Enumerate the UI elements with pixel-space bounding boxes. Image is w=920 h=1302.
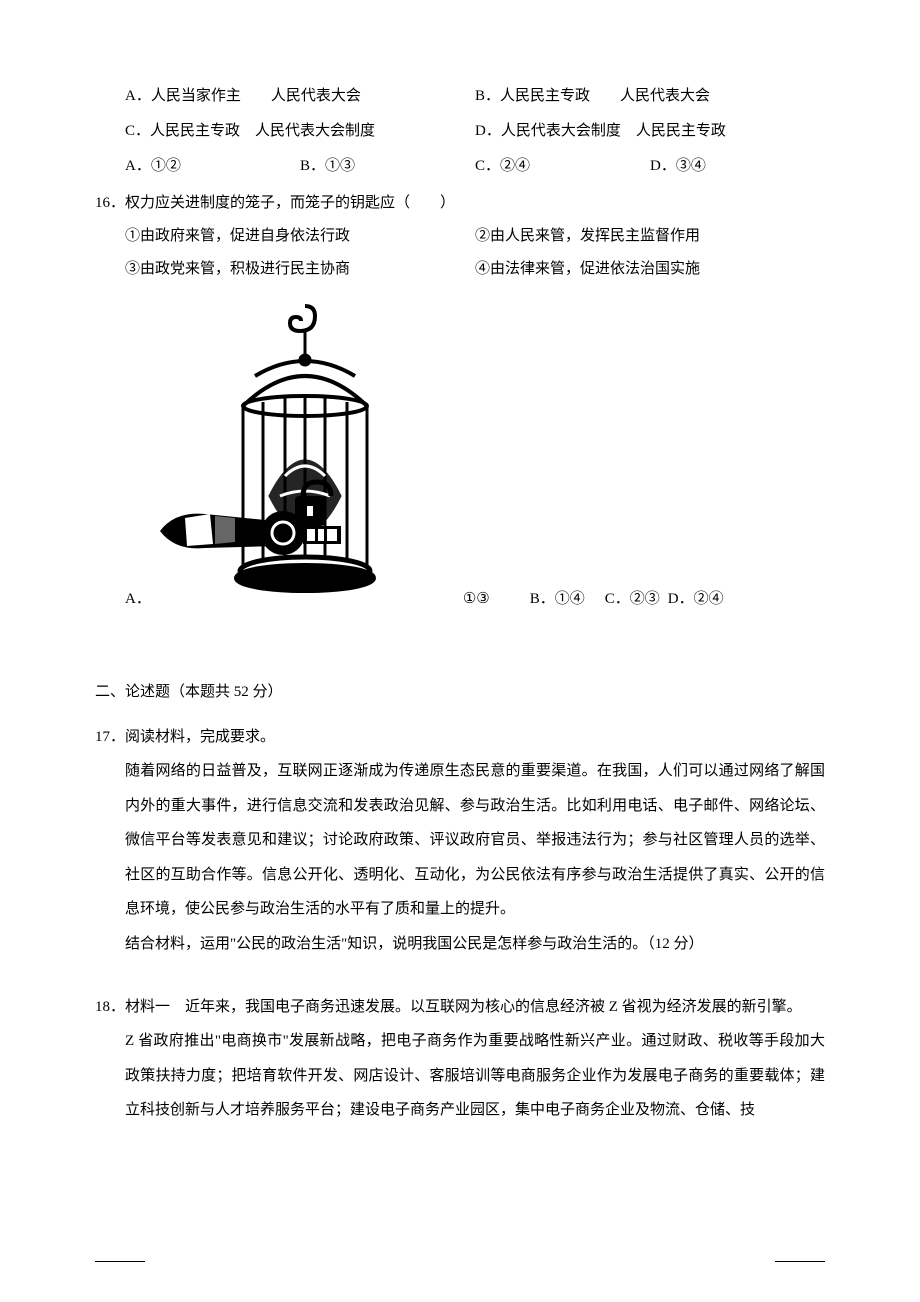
q15-options-text: A．人民当家作主 人民代表大会 B．人民民主专政 人民代表大会 C．人民民主专政… bbox=[125, 80, 825, 183]
question-17: 17．阅读材料，完成要求。 随着网络的日益普及，互联网正逐渐成为传递原生态民意的… bbox=[95, 721, 825, 961]
question-16: 16．权力应关进制度的笼子，而笼子的钥匙应（ ） ①由政府来管，促进自身依法行政… bbox=[95, 187, 825, 616]
option-b2: B．①③ bbox=[300, 150, 475, 183]
q18-body: Z 省政府推出"电商换市"发展新战略，把电子商务作为重要战略性新兴产业。通过财政… bbox=[125, 1024, 825, 1128]
q16-opt-a-prefix: A． bbox=[125, 583, 151, 616]
q16-image-row: A． bbox=[125, 296, 825, 616]
birdcage-illustration bbox=[155, 296, 455, 616]
q16-opt-d: D．②④ bbox=[668, 583, 724, 616]
footer-rule-right bbox=[775, 1261, 825, 1262]
q16-opt-a-suffix: ①③ bbox=[463, 583, 490, 616]
option-c2: C．②④ bbox=[475, 150, 650, 183]
option-b: B．人民民主专政 人民代表大会 bbox=[475, 80, 825, 113]
question-15-fragment: A．人民当家作主 人民代表大会 B．人民民主专政 人民代表大会 C．人民民主专政… bbox=[95, 80, 825, 183]
q16-opt-b: B．①④ bbox=[530, 583, 585, 616]
footer-rule-left bbox=[95, 1261, 145, 1262]
q16-sub2: ②由人民来管，发挥民主监督作用 bbox=[475, 220, 825, 253]
option-a: A．人民当家作主 人民代表大会 bbox=[125, 80, 475, 113]
option-c: C．人民民主专政 人民代表大会制度 bbox=[125, 115, 475, 148]
q16-sub3: ③由政党来管，积极进行民主协商 bbox=[125, 253, 475, 286]
q16-stem: 16．权力应关进制度的笼子，而笼子的钥匙应（ ） bbox=[95, 187, 825, 220]
q18-stem: 18．材料一 近年来，我国电子商务迅速发展。以互联网为核心的信息经济被 Z 省视… bbox=[95, 991, 825, 1024]
option-d: D．人民代表大会制度 人民民主专政 bbox=[475, 115, 825, 148]
question-18: 18．材料一 近年来，我国电子商务迅速发展。以互联网为核心的信息经济被 Z 省视… bbox=[95, 991, 825, 1128]
q16-subitems: ①由政府来管，促进自身依法行政 ②由人民来管，发挥民主监督作用 ③由政党来管，积… bbox=[125, 220, 825, 286]
option-a2: A．①② bbox=[125, 150, 300, 183]
q16-opt-c: C．②③ bbox=[605, 583, 660, 616]
section-2-header: 二、论述题（本题共 52 分） bbox=[95, 676, 825, 709]
q17-body: 随着网络的日益普及，互联网正逐渐成为传递原生态民意的重要渠道。在我国，人们可以通… bbox=[125, 754, 825, 927]
q16-sub4: ④由法律来管，促进依法治国实施 bbox=[475, 253, 825, 286]
q16-sub1: ①由政府来管，促进自身依法行政 bbox=[125, 220, 475, 253]
option-d2: D．③④ bbox=[650, 150, 825, 183]
q17-stem: 17．阅读材料，完成要求。 bbox=[95, 721, 825, 754]
q17-task: 结合材料，运用"公民的政治生活"知识，说明我国公民是怎样参与政治生活的。（12 … bbox=[125, 927, 825, 962]
